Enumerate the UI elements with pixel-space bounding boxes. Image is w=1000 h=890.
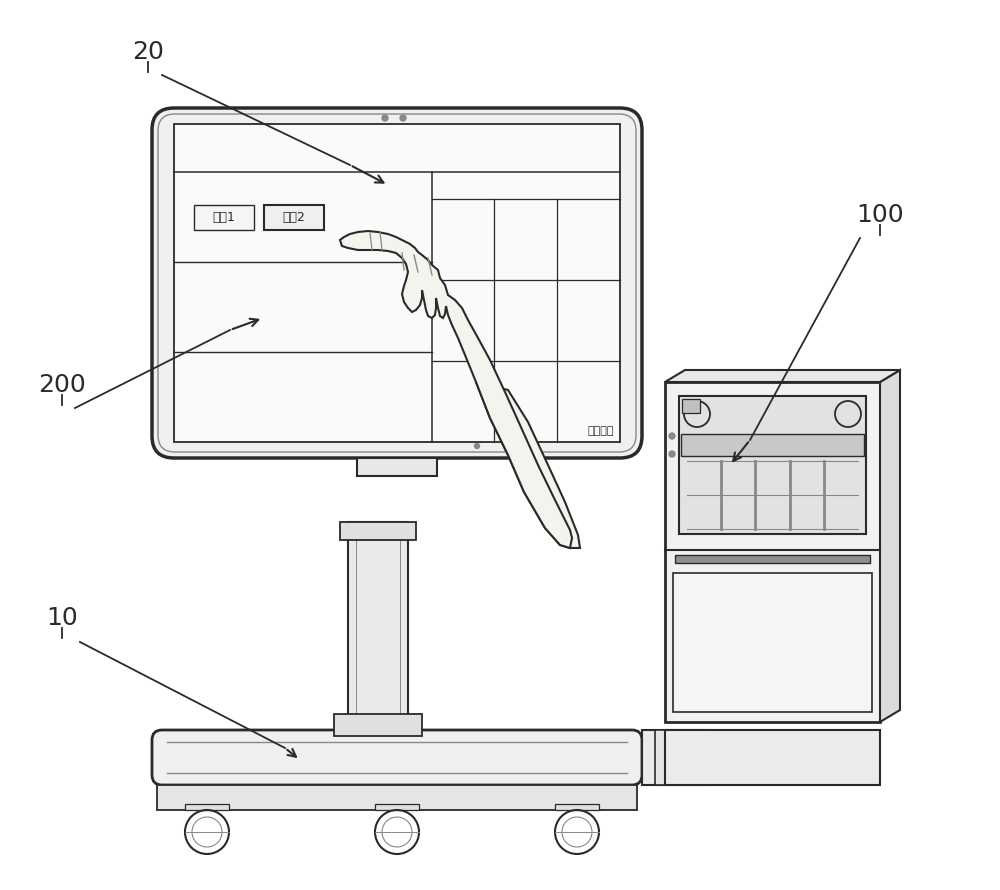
Text: 200: 200 [38, 373, 86, 397]
Text: 10: 10 [46, 606, 78, 630]
Bar [174, 124, 620, 442]
Polygon shape [665, 370, 900, 382]
Circle shape [400, 115, 406, 121]
Polygon shape [880, 370, 900, 722]
Bar [194, 205, 254, 230]
Bar [348, 522, 408, 732]
Bar [655, 730, 675, 785]
Text: 100: 100 [856, 203, 904, 227]
Bar [555, 804, 599, 810]
Bar [665, 382, 880, 722]
FancyBboxPatch shape [152, 730, 642, 785]
Bar [334, 714, 422, 736]
Bar [357, 458, 437, 476]
Bar [264, 205, 324, 230]
Bar [702, 730, 732, 785]
Text: 20: 20 [132, 40, 164, 64]
Text: 商哈2: 商哈2 [283, 211, 305, 224]
Bar [675, 555, 870, 563]
Bar [642, 730, 707, 785]
Polygon shape [476, 382, 580, 548]
Bar [340, 522, 416, 540]
Bar [185, 804, 229, 810]
Bar [157, 785, 637, 810]
Bar [682, 399, 700, 413]
Polygon shape [340, 231, 572, 548]
Circle shape [382, 115, 388, 121]
Bar [665, 730, 880, 785]
Text: 商哈1: 商哈1 [213, 211, 235, 224]
FancyBboxPatch shape [152, 108, 642, 458]
Bar [673, 573, 872, 712]
Bar [681, 434, 864, 456]
Circle shape [669, 451, 675, 457]
Circle shape [475, 443, 480, 449]
Text: 确认打印: 确认打印 [588, 426, 614, 436]
Bar [375, 804, 419, 810]
Bar [679, 396, 866, 534]
Circle shape [669, 433, 675, 439]
